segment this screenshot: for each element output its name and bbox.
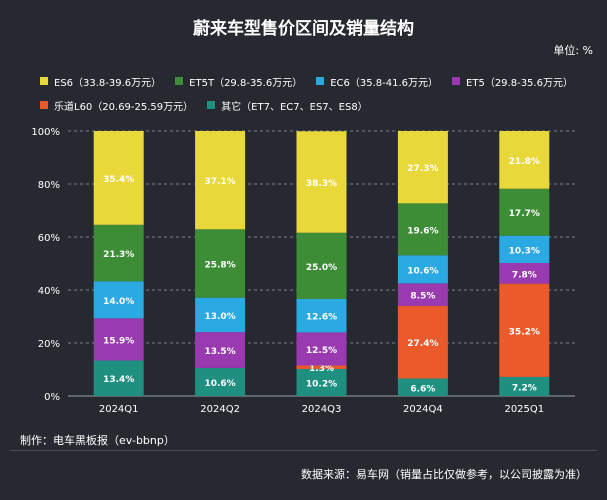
bar-segment [397, 203, 448, 256]
bar-segment [499, 235, 550, 263]
bar-segment [195, 367, 246, 396]
legend-swatch-es6 [40, 77, 48, 85]
data-label: 14.0% [103, 297, 134, 307]
x-tick-label: 2025Q1 [504, 404, 544, 415]
bar-segment [397, 378, 448, 396]
source-text: 数据来源：易车网（销量占比仅做参考，以公司披露为准） [301, 468, 587, 481]
data-label: 6.6% [410, 384, 435, 394]
stacked-bar-chart: 0% 20% 40% 60% 80% 100% 13.4% 15.9% 14.0% 21.3% 35… [31, 127, 575, 415]
legend-item-ec6: EC6（35.8-41.6万元） [316, 74, 438, 89]
bar-segment [499, 283, 550, 377]
bar-segment [397, 305, 448, 379]
bar-segment [93, 131, 144, 225]
legend-swatch-l60 [40, 101, 48, 109]
y-tick-label: 80% [38, 180, 60, 191]
bar-segment [296, 368, 347, 396]
data-label: 19.6% [407, 226, 438, 236]
bar-segment [296, 299, 347, 333]
data-label: 12.6% [306, 313, 337, 323]
data-label: 35.2% [509, 327, 540, 337]
data-label: 21.8% [509, 157, 540, 167]
data-label: 1.3% [309, 364, 334, 374]
bar-segment [397, 255, 448, 284]
bar-segment [296, 131, 347, 233]
legend-swatch-other [207, 101, 216, 109]
legend-item-other: 其它（ET7、EC7、ES7、ES8） [207, 98, 368, 113]
data-label: 10.3% [509, 246, 540, 256]
legend-item-es6: ES6（33.8-39.6万元） [40, 74, 161, 89]
legend-item-et5t: ET5T（29.8-35.6万元） [175, 74, 302, 89]
legend-label-other: 其它（ET7、EC7、ES7、ES8） [221, 101, 368, 113]
data-label: 38.3% [306, 179, 337, 189]
data-label: 27.4% [407, 339, 438, 349]
bar-segment [397, 131, 448, 204]
data-label: 10.6% [204, 379, 235, 389]
bar-segment [397, 283, 448, 306]
data-label: 35.4% [103, 175, 134, 185]
data-label: 10.2% [306, 379, 337, 389]
data-label: 13.5% [204, 347, 235, 357]
unit-label: 单位: % [553, 44, 593, 57]
bar-segment [499, 188, 550, 236]
bar-segment [195, 229, 246, 298]
legend-swatch-et5 [452, 77, 461, 85]
legend-swatch-et5t [175, 77, 184, 85]
x-tick-label: 2024Q4 [403, 404, 443, 415]
bar-segment [296, 332, 347, 366]
bar-segment [93, 281, 144, 319]
y-tick-label: 40% [38, 286, 60, 297]
data-label: 21.3% [103, 250, 134, 260]
data-label: 25.0% [306, 263, 337, 273]
bar-segment [195, 131, 246, 230]
legend-item-et5: ET5（29.8-35.6万元） [452, 74, 573, 89]
y-tick-label: 20% [38, 339, 60, 350]
data-label: 27.3% [407, 164, 438, 174]
chart-title: 蔚来车型售价区间及销量结构 [193, 19, 414, 39]
legend-label-ec6: EC6（35.8-41.6万元） [330, 77, 439, 89]
legend-swatch-ec6 [316, 77, 325, 85]
footer-divider [10, 450, 597, 451]
data-label: 7.2% [512, 383, 537, 393]
bar-segment [499, 262, 550, 284]
x-tick-label: 2024Q1 [99, 404, 139, 415]
credit-text: 制作：电车黑板报（ev-bbnp） [20, 434, 175, 447]
data-label: 10.6% [407, 266, 438, 276]
bar-segment [93, 224, 144, 282]
x-tick-label: 2024Q3 [302, 404, 342, 415]
legend-row-2: 乐道L60（20.69-25.59万元） 其它（ET7、EC7、ES7、ES8） [40, 96, 600, 114]
legend-label-et5t: ET5T（29.8-35.6万元） [189, 77, 303, 89]
y-tick-label: 60% [38, 233, 60, 244]
y-tick-label: 0% [44, 392, 60, 403]
data-label: 12.5% [306, 346, 337, 356]
y-tick-label: 100% [31, 127, 60, 138]
data-label: 15.9% [103, 336, 134, 346]
bar-segment [195, 297, 246, 333]
data-label: 37.1% [204, 177, 235, 187]
bar-segment [499, 131, 550, 189]
data-label: 13.0% [204, 312, 235, 322]
data-label: 17.7% [509, 209, 540, 219]
legend: ES6（33.8-39.6万元） ET5T（29.8-35.6万元） EC6（3… [40, 72, 600, 120]
x-tick-label: 2024Q2 [200, 404, 240, 415]
legend-label-l60: 乐道L60（20.69-25.59万元） [54, 101, 194, 113]
legend-item-l60: 乐道L60（20.69-25.59万元） [40, 98, 193, 113]
legend-label-es6: ES6（33.8-39.6万元） [54, 77, 162, 89]
bar-segment [93, 360, 144, 396]
legend-row-1: ES6（33.8-39.6万元） ET5T（29.8-35.6万元） EC6（3… [40, 72, 600, 90]
bar-segment [296, 232, 347, 300]
legend-label-et5: ET5（29.8-35.6万元） [466, 77, 573, 89]
bar-segment [93, 318, 144, 361]
bar-segment [296, 365, 347, 369]
data-label: 25.8% [204, 261, 235, 271]
bar-segment [499, 376, 550, 396]
data-label: 13.4% [103, 375, 134, 385]
data-label: 8.5% [410, 292, 435, 302]
data-label: 7.8% [512, 270, 537, 280]
bar-segment [195, 332, 246, 368]
